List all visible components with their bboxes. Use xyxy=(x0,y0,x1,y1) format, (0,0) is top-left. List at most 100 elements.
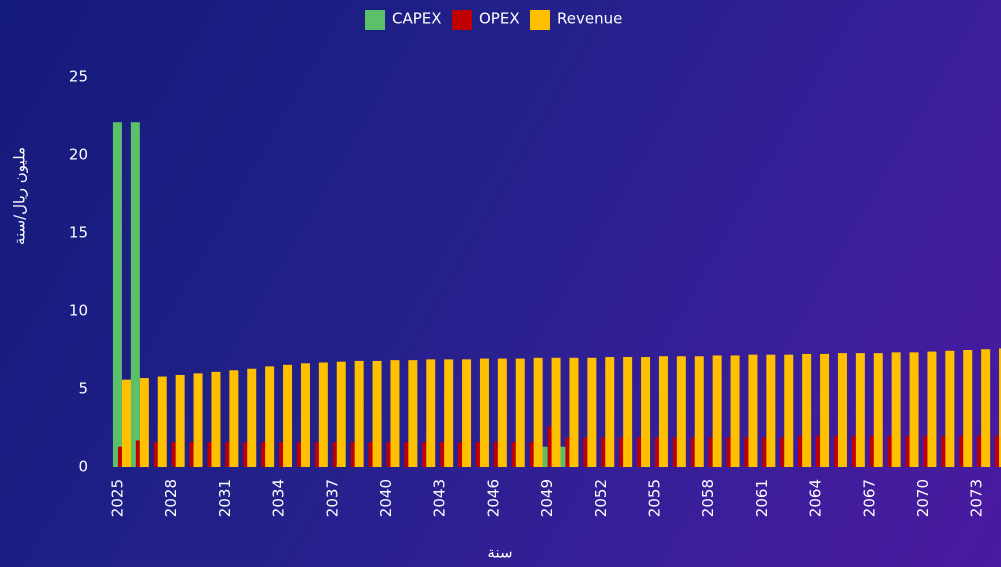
bar xyxy=(708,437,713,467)
legend-label: OPEX xyxy=(479,10,520,28)
bar xyxy=(157,376,167,467)
bar xyxy=(945,350,955,467)
x-tick-label: 2031 xyxy=(216,479,234,517)
bar xyxy=(386,442,391,467)
bar xyxy=(891,352,901,467)
bar xyxy=(207,442,212,467)
bar xyxy=(869,435,874,467)
bar xyxy=(533,357,543,467)
bar xyxy=(426,359,436,467)
bar xyxy=(587,357,597,467)
legend-label: Revenue xyxy=(557,10,622,28)
bar xyxy=(422,442,427,467)
bar xyxy=(923,435,928,467)
bar xyxy=(193,373,203,467)
x-tick-label: 2037 xyxy=(323,479,341,517)
bar xyxy=(354,360,364,467)
bar xyxy=(730,355,740,467)
bar xyxy=(121,379,131,467)
bar xyxy=(243,442,248,467)
bar xyxy=(542,446,552,467)
bar xyxy=(475,442,480,467)
bar xyxy=(139,378,149,467)
bar xyxy=(444,359,454,467)
x-tick-label: 2052 xyxy=(592,479,610,517)
bar xyxy=(560,446,570,467)
x-tick-label: 2070 xyxy=(914,479,932,517)
bar xyxy=(314,442,319,467)
bar xyxy=(565,437,570,467)
y-axis-title: مليون ريال/سنة xyxy=(11,147,29,245)
bar xyxy=(959,435,964,467)
bar xyxy=(927,351,937,467)
bar xyxy=(493,442,498,467)
bar xyxy=(816,435,821,467)
bar xyxy=(225,442,230,467)
x-tick-label: 2043 xyxy=(431,479,449,517)
bar xyxy=(336,361,346,467)
x-tick-label: 2046 xyxy=(484,479,502,517)
bar xyxy=(569,357,579,467)
bar xyxy=(283,364,293,467)
bar xyxy=(654,437,659,467)
bar xyxy=(820,353,830,467)
bar xyxy=(851,435,856,467)
bar xyxy=(855,353,865,467)
legend-swatch xyxy=(530,10,550,30)
bar xyxy=(175,374,185,467)
bar xyxy=(372,360,382,467)
bar xyxy=(802,353,812,467)
x-tick-label: 2067 xyxy=(860,479,878,517)
bar xyxy=(135,440,140,467)
bar xyxy=(583,437,588,467)
bar xyxy=(623,357,633,467)
bar xyxy=(672,437,677,467)
bar xyxy=(408,360,418,467)
bar xyxy=(229,370,239,467)
legend-swatch xyxy=(365,10,385,30)
bar xyxy=(780,437,785,467)
bar xyxy=(515,358,525,467)
bar xyxy=(153,442,158,467)
bar xyxy=(605,357,615,467)
bar xyxy=(837,353,847,467)
bar xyxy=(511,442,516,467)
bar xyxy=(619,437,624,467)
x-tick-label: 2061 xyxy=(753,479,771,517)
bar xyxy=(211,371,221,467)
bar xyxy=(296,442,301,467)
bar xyxy=(748,354,758,467)
y-tick-label: 20 xyxy=(69,146,88,164)
bar xyxy=(694,356,704,467)
y-tick-label: 25 xyxy=(69,68,88,86)
bar xyxy=(497,358,507,467)
bar xyxy=(762,437,767,467)
bar xyxy=(247,368,257,467)
legend-label: CAPEX xyxy=(392,10,442,28)
bar xyxy=(462,359,472,467)
x-tick-label: 2025 xyxy=(108,479,126,517)
bar xyxy=(440,442,445,467)
x-tick-label: 2040 xyxy=(377,479,395,517)
bar xyxy=(350,442,355,467)
bar xyxy=(744,437,749,467)
bar xyxy=(112,122,122,468)
y-tick-label: 15 xyxy=(69,224,88,242)
bar xyxy=(458,442,463,467)
bar xyxy=(798,435,803,467)
y-tick-label: 10 xyxy=(69,302,88,320)
bar xyxy=(265,366,275,467)
x-tick-label: 2049 xyxy=(538,479,556,517)
x-axis-title: سنة xyxy=(487,544,512,562)
bar xyxy=(909,352,919,467)
bar xyxy=(261,442,266,467)
x-tick-label: 2064 xyxy=(807,479,825,517)
bar xyxy=(676,356,686,467)
bar xyxy=(977,435,982,467)
bar xyxy=(995,435,1000,467)
bar xyxy=(887,435,892,467)
x-tick-label: 2055 xyxy=(645,479,663,517)
x-tick-label: 2034 xyxy=(270,479,288,517)
bar xyxy=(117,446,122,467)
